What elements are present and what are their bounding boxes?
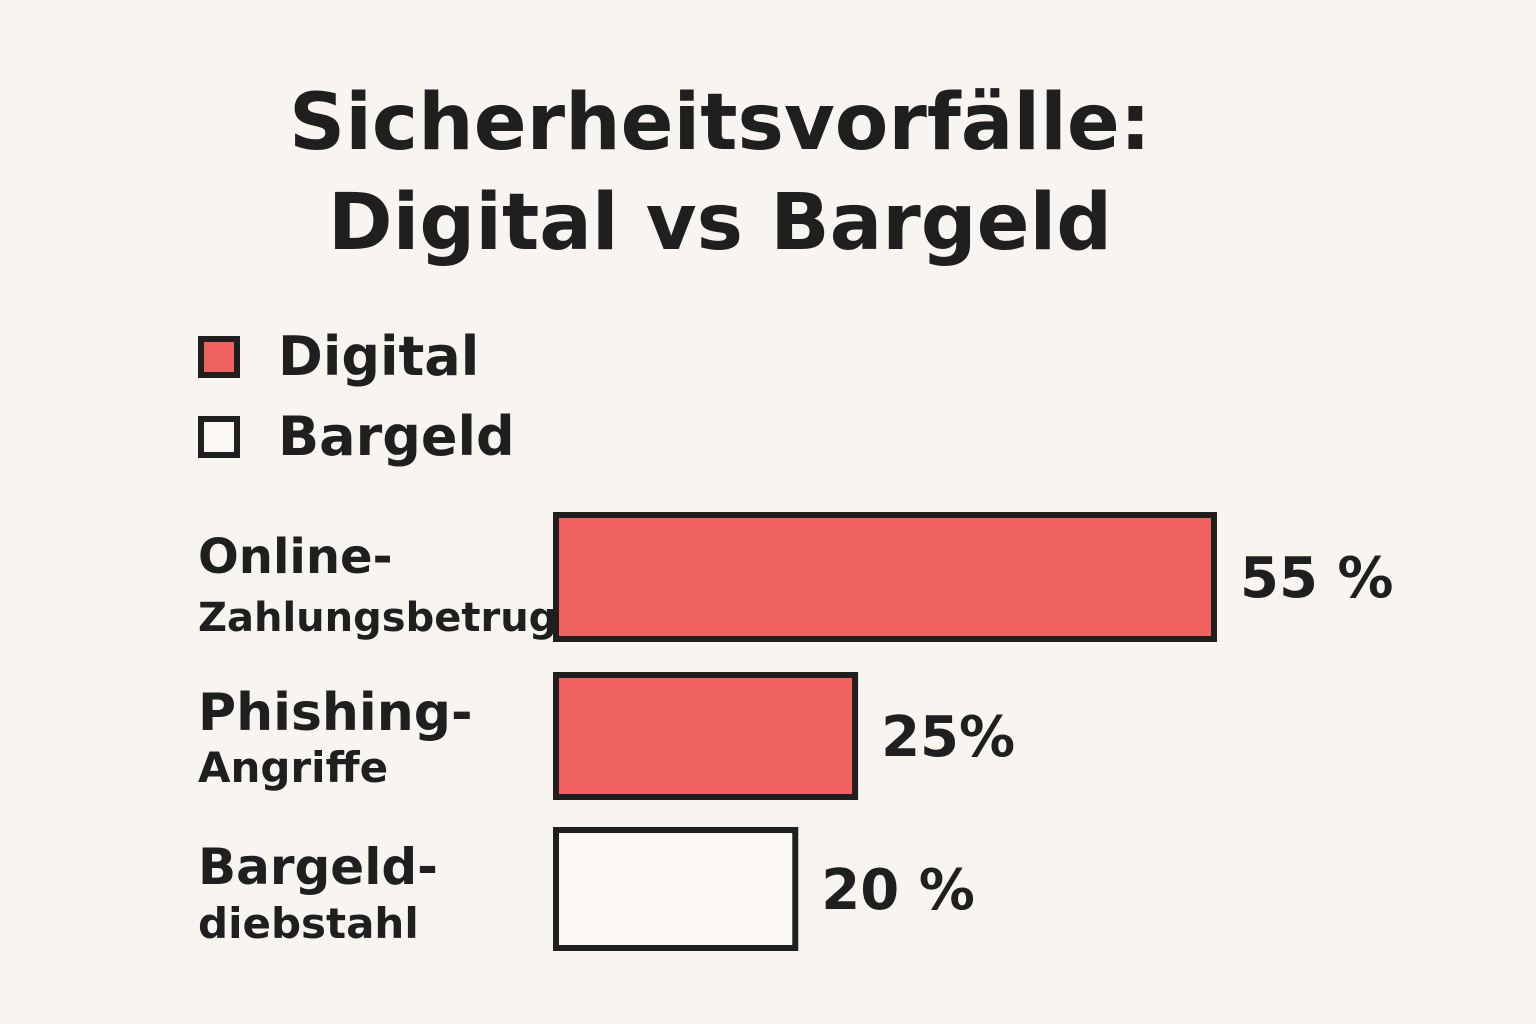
- category-label-3-line-1: Bargeld-: [198, 838, 438, 896]
- legend-swatch-digital: [198, 336, 240, 378]
- legend-label-digital: Digital: [278, 325, 480, 388]
- value-label-3: 20 %: [821, 858, 975, 923]
- value-label-2: 25%: [881, 705, 1015, 770]
- value-label-1: 55 %: [1240, 546, 1394, 611]
- bar-3: [553, 827, 799, 951]
- legend-label-bargeld: Bargeld: [278, 405, 515, 468]
- legend-swatch-bargeld: [198, 416, 240, 458]
- chart-title-line-1: Sicherheitsvorfälle:: [289, 78, 1151, 168]
- chart-title-line-2: Digital vs Bargeld: [327, 178, 1113, 268]
- category-label-1-line-1: Online-: [198, 529, 393, 585]
- legend-item-bargeld: Bargeld: [198, 405, 515, 468]
- category-label-1-line-2: Zahlungsbetrug: [198, 595, 557, 641]
- category-label-3-line-2: diebstahl: [198, 899, 419, 948]
- legend-item-digital: Digital: [198, 325, 480, 388]
- category-label-2-line-2: Angriffe: [198, 743, 388, 792]
- category-label-2-line-1: Phishing-: [198, 683, 473, 743]
- bar-1: [553, 512, 1217, 642]
- bar-2: [553, 672, 859, 800]
